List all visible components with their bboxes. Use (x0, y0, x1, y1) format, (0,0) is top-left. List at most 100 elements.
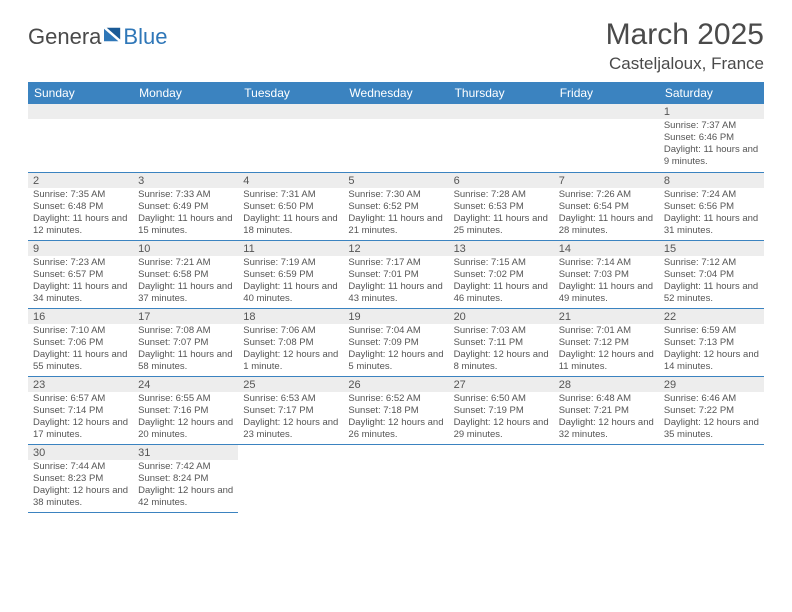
daylight-text: Daylight: 12 hours and 11 minutes. (559, 349, 654, 373)
day-number: 22 (659, 309, 764, 324)
day-details: Sunrise: 6:50 AMSunset: 7:19 PMDaylight:… (449, 392, 554, 444)
calendar-cell: 6Sunrise: 7:28 AMSunset: 6:53 PMDaylight… (449, 172, 554, 240)
sunrise-text: Sunrise: 7:23 AM (33, 257, 128, 269)
sunset-text: Sunset: 7:18 PM (348, 405, 443, 417)
day-details: Sunrise: 6:52 AMSunset: 7:18 PMDaylight:… (343, 392, 448, 444)
sunrise-text: Sunrise: 6:46 AM (664, 393, 759, 405)
sunrise-text: Sunrise: 7:06 AM (243, 325, 338, 337)
sunset-text: Sunset: 6:57 PM (33, 269, 128, 281)
calendar-cell (449, 104, 554, 172)
empty-daynum (28, 104, 133, 119)
calendar-cell: 15Sunrise: 7:12 AMSunset: 7:04 PMDayligh… (659, 240, 764, 308)
day-details: Sunrise: 7:12 AMSunset: 7:04 PMDaylight:… (659, 256, 764, 308)
calendar-cell: 4Sunrise: 7:31 AMSunset: 6:50 PMDaylight… (238, 172, 343, 240)
calendar-cell: 3Sunrise: 7:33 AMSunset: 6:49 PMDaylight… (133, 172, 238, 240)
calendar-cell: 26Sunrise: 6:52 AMSunset: 7:18 PMDayligh… (343, 376, 448, 444)
day-number: 5 (343, 173, 448, 188)
daylight-text: Daylight: 11 hours and 21 minutes. (348, 213, 443, 237)
daylight-text: Daylight: 11 hours and 37 minutes. (138, 281, 233, 305)
sunrise-text: Sunrise: 7:28 AM (454, 189, 549, 201)
sunset-text: Sunset: 6:48 PM (33, 201, 128, 213)
sunset-text: Sunset: 6:54 PM (559, 201, 654, 213)
sunrise-text: Sunrise: 6:55 AM (138, 393, 233, 405)
sunset-text: Sunset: 7:09 PM (348, 337, 443, 349)
daylight-text: Daylight: 11 hours and 40 minutes. (243, 281, 338, 305)
daylight-text: Daylight: 11 hours and 34 minutes. (33, 281, 128, 305)
sunset-text: Sunset: 7:17 PM (243, 405, 338, 417)
day-number: 10 (133, 241, 238, 256)
empty-daynum (449, 104, 554, 119)
day-details: Sunrise: 6:48 AMSunset: 7:21 PMDaylight:… (554, 392, 659, 444)
sunset-text: Sunset: 7:03 PM (559, 269, 654, 281)
calendar-cell: 20Sunrise: 7:03 AMSunset: 7:11 PMDayligh… (449, 308, 554, 376)
calendar-body: 1Sunrise: 7:37 AMSunset: 6:46 PMDaylight… (28, 104, 764, 512)
calendar-cell: 18Sunrise: 7:06 AMSunset: 7:08 PMDayligh… (238, 308, 343, 376)
calendar-row: 16Sunrise: 7:10 AMSunset: 7:06 PMDayligh… (28, 308, 764, 376)
calendar-row: 2Sunrise: 7:35 AMSunset: 6:48 PMDaylight… (28, 172, 764, 240)
day-number: 21 (554, 309, 659, 324)
sunset-text: Sunset: 7:12 PM (559, 337, 654, 349)
calendar-cell: 2Sunrise: 7:35 AMSunset: 6:48 PMDaylight… (28, 172, 133, 240)
day-details: Sunrise: 7:03 AMSunset: 7:11 PMDaylight:… (449, 324, 554, 376)
daylight-text: Daylight: 11 hours and 49 minutes. (559, 281, 654, 305)
day-number: 17 (133, 309, 238, 324)
sunset-text: Sunset: 7:11 PM (454, 337, 549, 349)
calendar-cell: 10Sunrise: 7:21 AMSunset: 6:58 PMDayligh… (133, 240, 238, 308)
header: Genera Blue March 2025 Casteljaloux, Fra… (28, 18, 764, 74)
day-details: Sunrise: 7:21 AMSunset: 6:58 PMDaylight:… (133, 256, 238, 308)
calendar-cell: 24Sunrise: 6:55 AMSunset: 7:16 PMDayligh… (133, 376, 238, 444)
weekday-header: Friday (554, 82, 659, 104)
sunset-text: Sunset: 6:59 PM (243, 269, 338, 281)
daylight-text: Daylight: 12 hours and 38 minutes. (33, 485, 128, 509)
sunrise-text: Sunrise: 6:57 AM (33, 393, 128, 405)
page-title: March 2025 (606, 18, 764, 52)
calendar-cell: 1Sunrise: 7:37 AMSunset: 6:46 PMDaylight… (659, 104, 764, 172)
day-details: Sunrise: 7:31 AMSunset: 6:50 PMDaylight:… (238, 188, 343, 240)
weekday-header: Sunday (28, 82, 133, 104)
logo-text-1: Genera (28, 24, 101, 50)
calendar-cell: 21Sunrise: 7:01 AMSunset: 7:12 PMDayligh… (554, 308, 659, 376)
calendar-cell: 27Sunrise: 6:50 AMSunset: 7:19 PMDayligh… (449, 376, 554, 444)
sunset-text: Sunset: 6:53 PM (454, 201, 549, 213)
sunset-text: Sunset: 7:21 PM (559, 405, 654, 417)
sunset-text: Sunset: 7:02 PM (454, 269, 549, 281)
daylight-text: Daylight: 11 hours and 31 minutes. (664, 213, 759, 237)
day-number: 23 (28, 377, 133, 392)
daylight-text: Daylight: 11 hours and 43 minutes. (348, 281, 443, 305)
sunrise-text: Sunrise: 7:21 AM (138, 257, 233, 269)
day-details: Sunrise: 7:37 AMSunset: 6:46 PMDaylight:… (659, 119, 764, 171)
day-number: 4 (238, 173, 343, 188)
calendar-cell (554, 104, 659, 172)
sunset-text: Sunset: 7:01 PM (348, 269, 443, 281)
sunset-text: Sunset: 6:49 PM (138, 201, 233, 213)
location-text: Casteljaloux, France (606, 54, 764, 74)
sunset-text: Sunset: 6:56 PM (664, 201, 759, 213)
daylight-text: Daylight: 12 hours and 29 minutes. (454, 417, 549, 441)
sunset-text: Sunset: 7:13 PM (664, 337, 759, 349)
calendar-cell (238, 104, 343, 172)
sunrise-text: Sunrise: 6:59 AM (664, 325, 759, 337)
weekday-header: Saturday (659, 82, 764, 104)
sunset-text: Sunset: 6:58 PM (138, 269, 233, 281)
day-number: 7 (554, 173, 659, 188)
sunrise-text: Sunrise: 7:10 AM (33, 325, 128, 337)
calendar-cell (343, 444, 448, 512)
day-details: Sunrise: 7:23 AMSunset: 6:57 PMDaylight:… (28, 256, 133, 308)
day-details: Sunrise: 7:42 AMSunset: 8:24 PMDaylight:… (133, 460, 238, 512)
sunset-text: Sunset: 7:22 PM (664, 405, 759, 417)
day-details: Sunrise: 7:04 AMSunset: 7:09 PMDaylight:… (343, 324, 448, 376)
daylight-text: Daylight: 11 hours and 12 minutes. (33, 213, 128, 237)
sunrise-text: Sunrise: 7:15 AM (454, 257, 549, 269)
daylight-text: Daylight: 11 hours and 46 minutes. (454, 281, 549, 305)
sunrise-text: Sunrise: 7:30 AM (348, 189, 443, 201)
day-details: Sunrise: 7:08 AMSunset: 7:07 PMDaylight:… (133, 324, 238, 376)
sunrise-text: Sunrise: 7:31 AM (243, 189, 338, 201)
day-number: 19 (343, 309, 448, 324)
daylight-text: Daylight: 11 hours and 55 minutes. (33, 349, 128, 373)
sunrise-text: Sunrise: 7:17 AM (348, 257, 443, 269)
logo-mark-icon (104, 24, 122, 42)
day-details: Sunrise: 7:06 AMSunset: 7:08 PMDaylight:… (238, 324, 343, 376)
sunrise-text: Sunrise: 7:14 AM (559, 257, 654, 269)
sunset-text: Sunset: 7:07 PM (138, 337, 233, 349)
weekday-header: Wednesday (343, 82, 448, 104)
